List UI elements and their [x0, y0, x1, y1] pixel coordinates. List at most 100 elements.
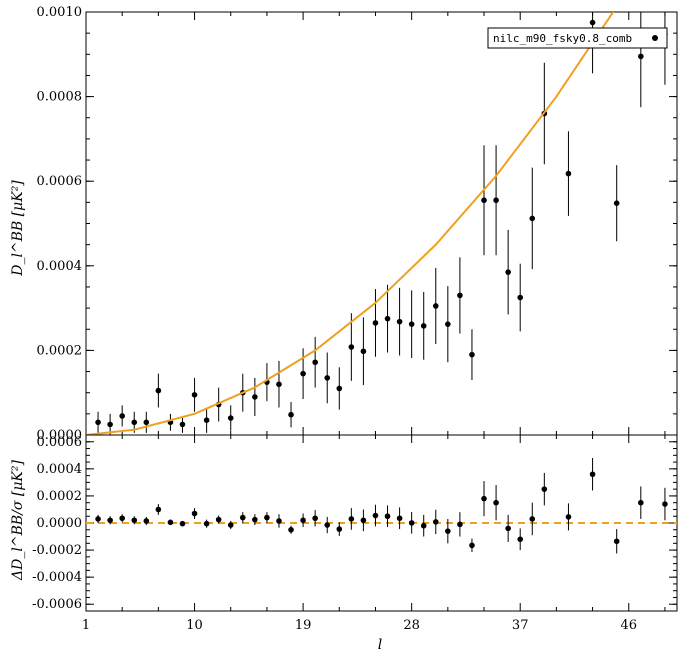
- top-data-point: [288, 412, 294, 418]
- bottom-data-point: [662, 501, 668, 507]
- bottom-data-point: [542, 486, 548, 492]
- top-data-point: [252, 394, 258, 400]
- bottom-data-point: [349, 516, 355, 522]
- bottom-data-point: [276, 518, 282, 524]
- bottom-y-tick-label: 0.0006: [37, 435, 83, 450]
- top-data-point: [336, 386, 342, 392]
- bottom-data-point: [638, 500, 644, 506]
- bottom-data-point: [324, 522, 330, 528]
- top-data-point: [119, 413, 125, 419]
- bottom-y-tick-label: -0.0004: [32, 570, 82, 585]
- bottom-data-point: [156, 507, 162, 513]
- legend-label: nilc_m90_fsky0.8_comb: [493, 32, 632, 45]
- bottom-y-tick-label: 0.0004: [37, 462, 83, 477]
- top-data-point: [433, 303, 439, 309]
- top-y-tick-label: 0.0010: [37, 5, 83, 20]
- bottom-data-point: [264, 515, 270, 521]
- x-tick-label: 46: [620, 618, 637, 633]
- top-y-tick-label: 0.0008: [37, 90, 83, 105]
- top-data-point: [300, 371, 306, 377]
- bottom-data-point: [288, 527, 294, 533]
- bottom-data-point: [216, 517, 222, 523]
- bottom-data-point: [168, 520, 174, 526]
- bottom-data-point: [409, 520, 415, 526]
- x-tick-label: 10: [186, 618, 203, 633]
- top-y-tick-label: 0.0002: [37, 343, 83, 358]
- bottom-data-point: [505, 526, 511, 532]
- top-data-point: [409, 321, 415, 327]
- bottom-data-point: [614, 538, 620, 544]
- bottom-data-point: [312, 515, 318, 521]
- top-data-point: [469, 352, 475, 358]
- top-data-point: [590, 20, 596, 26]
- legend-marker: [652, 35, 658, 41]
- bottom-data-point: [433, 519, 439, 525]
- top-data-point: [276, 381, 282, 387]
- top-y-tick-label: 0.0006: [37, 174, 83, 189]
- top-data-point: [192, 392, 198, 398]
- top-data-point: [349, 344, 355, 350]
- top-data-point: [457, 293, 463, 299]
- bottom-y-tick-label: -0.0006: [32, 597, 82, 612]
- top-data-point: [204, 417, 210, 423]
- top-data-point: [95, 420, 101, 426]
- bottom-data-point: [300, 517, 306, 523]
- bottom-data-point: [469, 543, 475, 549]
- bottom-data-point: [373, 513, 379, 519]
- bottom-data-point: [95, 516, 101, 522]
- bottom-data-point: [445, 528, 451, 534]
- bottom-data-point: [240, 515, 246, 521]
- top-data-point: [445, 321, 451, 327]
- bottom-y-tick-label: -0.0002: [32, 543, 82, 558]
- top-data-point: [131, 420, 137, 426]
- x-axis-label: l: [378, 637, 382, 653]
- bottom-data-point: [252, 517, 258, 523]
- bottom-data-point: [481, 496, 487, 502]
- bottom-data-point: [192, 511, 198, 517]
- x-tick-label: 28: [403, 618, 420, 633]
- top-data-point: [481, 197, 487, 203]
- bottom-data-point: [361, 517, 367, 523]
- top-data-point: [614, 200, 620, 206]
- legend: nilc_m90_fsky0.8_comb: [488, 28, 667, 48]
- top-data-point: [324, 375, 330, 381]
- bottom-data-point: [119, 515, 125, 521]
- top-data-point: [517, 295, 523, 301]
- bottom-data-point: [228, 522, 234, 528]
- bottom-data-point: [493, 500, 499, 506]
- bottom-data-point: [566, 514, 572, 520]
- x-tick-label: 1: [82, 618, 90, 633]
- top-data-point: [385, 316, 391, 322]
- bottom-data-point: [131, 517, 137, 523]
- top-data-point: [180, 422, 186, 428]
- top-data-point: [566, 171, 572, 177]
- top-data-point: [361, 348, 367, 354]
- bottom-data-point: [590, 471, 596, 477]
- top-data-point: [421, 323, 427, 329]
- top-data-point: [312, 359, 318, 365]
- top-data-point: [107, 422, 113, 428]
- top-data-point: [144, 420, 150, 426]
- bottom-y-tick-label: 0.0002: [37, 489, 83, 504]
- bottom-data-point: [517, 536, 523, 542]
- bottom-data-point: [529, 516, 535, 522]
- bottom-data-point: [204, 521, 210, 527]
- bottom-data-point: [336, 526, 342, 532]
- bottom-data-point: [385, 513, 391, 519]
- x-tick-label: 37: [512, 618, 529, 633]
- top-data-point: [505, 269, 511, 275]
- top-data-point: [397, 319, 403, 325]
- top-y-tick-label: 0.0004: [37, 259, 83, 274]
- bottom-data-point: [421, 523, 427, 529]
- top-y-axis-label: D_l^BB [μK²]: [10, 180, 26, 277]
- top-data-point: [638, 54, 644, 60]
- bottom-data-point: [397, 515, 403, 521]
- bottom-data-point: [144, 518, 150, 524]
- bottom-data-point: [107, 517, 113, 523]
- x-tick-label: 19: [295, 618, 312, 633]
- top-data-point: [529, 216, 535, 222]
- top-data-point: [493, 197, 499, 203]
- bottom-data-point: [180, 521, 186, 527]
